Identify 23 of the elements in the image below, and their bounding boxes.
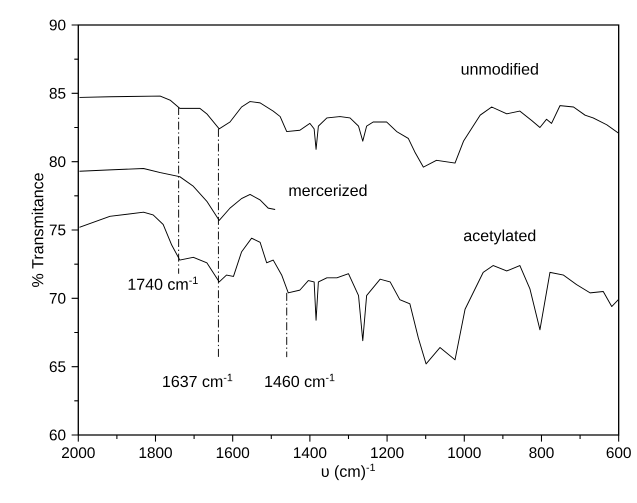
y-axis-title: % Transmitance <box>32 173 44 287</box>
x-axis-title: υ (cm)$^{-1}$ <box>322 464 375 480</box>
y-tick-label: 60 <box>50 430 66 440</box>
y-tick-label: 90 <box>50 20 66 30</box>
y-tick-label: 75 <box>50 224 66 236</box>
x-tick-label: 800 <box>529 447 554 458</box>
x-tick-label: 1200 <box>371 447 404 458</box>
x-tick-label: 1000 <box>448 447 481 458</box>
y-tick-label: 80 <box>50 156 66 168</box>
series-label: mercerized <box>289 184 366 196</box>
x-tick-label: 600 <box>606 447 631 458</box>
annotation: 1637 cm$^{-1}$ <box>163 374 232 388</box>
x-tick-label: 1400 <box>294 447 326 458</box>
annotation: 1740 cm$^{-1}$ <box>128 276 198 290</box>
text: unmodified <box>462 62 538 75</box>
annotation: 1460 cm$^{-1}$ <box>265 374 334 388</box>
x-tick-label: 1600 <box>216 447 250 458</box>
series-label: acetylated <box>464 230 536 244</box>
x-tick-label: 1800 <box>140 447 172 458</box>
y-tick-label: 65 <box>50 361 66 372</box>
y-tick-label: 70 <box>50 292 66 304</box>
x-tick-label: 2000 <box>62 447 95 458</box>
y-tick-label: 85 <box>50 88 66 99</box>
